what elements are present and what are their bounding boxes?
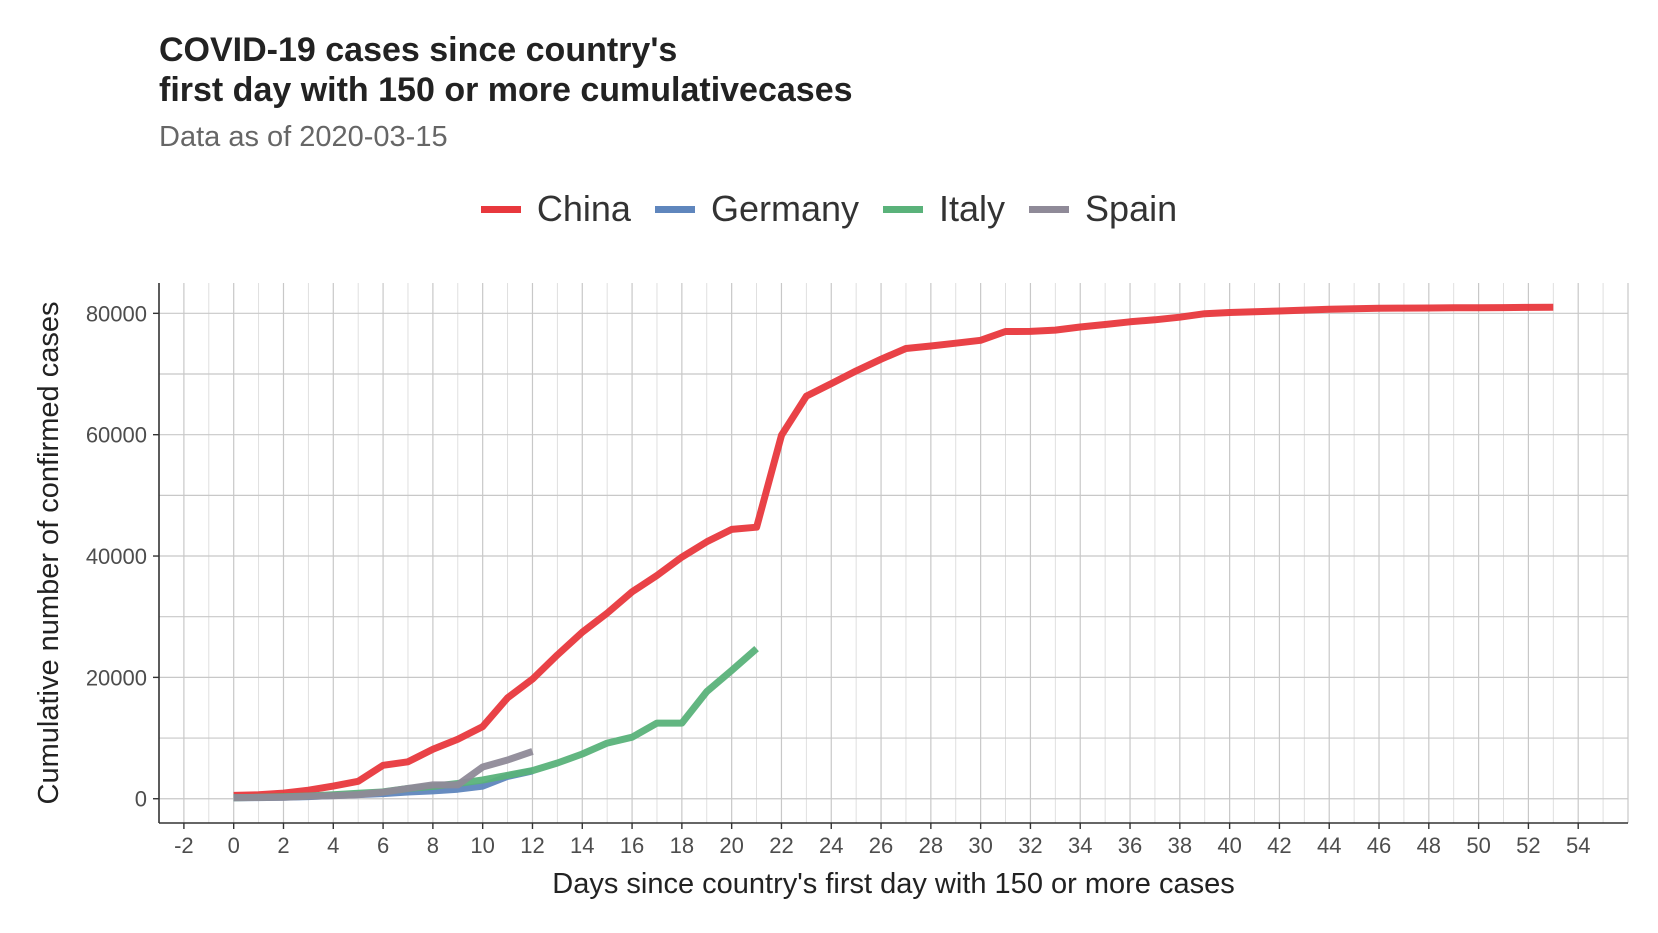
x-tick-label: 8 — [427, 833, 439, 858]
series-line-italy — [233, 645, 759, 802]
y-axis-title: Cumulative number of confirmed cases — [33, 302, 65, 805]
x-tick-label: 32 — [1018, 833, 1042, 858]
y-tick-label: 80000 — [86, 301, 147, 326]
x-tick-label: 22 — [769, 833, 793, 858]
series-line-china — [233, 303, 1554, 799]
x-tick-label: 36 — [1118, 833, 1142, 858]
legend-swatch — [480, 205, 521, 213]
y-tick-label: 0 — [135, 787, 147, 812]
x-tick-label: 30 — [968, 833, 992, 858]
x-tick-label: 52 — [1516, 833, 1540, 858]
x-tick-label: 54 — [1566, 833, 1590, 858]
legend-swatch — [654, 205, 695, 213]
x-tick-label: -2 — [174, 833, 194, 858]
series-lines — [233, 303, 1554, 802]
y-tick-label: 60000 — [86, 423, 147, 448]
x-tick-label: 0 — [228, 833, 240, 858]
legend-label: Germany — [710, 188, 859, 229]
chart-legend: China Germany Italy Spain — [0, 188, 1658, 230]
chart-title-line-1: COVID-19 cases since country's — [159, 31, 678, 69]
chart-title: COVID-19 cases since country's first day… — [159, 30, 853, 110]
x-tick-label: 10 — [470, 833, 494, 858]
x-tick-label: 42 — [1267, 833, 1291, 858]
x-tick-label: 38 — [1168, 833, 1192, 858]
x-tick-label: 12 — [520, 833, 544, 858]
y-tick-label: 40000 — [86, 544, 147, 569]
x-tick-label: 44 — [1317, 833, 1341, 858]
legend-item-italy: Italy — [883, 188, 1005, 230]
x-tick-label: 34 — [1068, 833, 1092, 858]
legend-label: China — [536, 188, 631, 229]
legend-item-germany: Germany — [654, 188, 859, 230]
legend-item-spain: Spain — [1029, 188, 1177, 230]
x-tick-label: 20 — [719, 833, 743, 858]
series-line-spain — [233, 748, 534, 802]
x-tick-label: 4 — [327, 833, 339, 858]
x-tick-label: 26 — [869, 833, 893, 858]
grid-lines — [158, 283, 1629, 823]
axes: -2 0 2 4 6 8 10 12 14 16 18 20 22 24 26 28 30 32 34 36 38 40 4… — [86, 283, 1628, 858]
x-tick-label: 48 — [1417, 833, 1441, 858]
x-tick-label: 6 — [377, 833, 389, 858]
x-tick-label: 24 — [819, 833, 843, 858]
legend-swatch — [883, 205, 923, 213]
legend-label: Italy — [939, 188, 1006, 229]
x-tick-label: 28 — [919, 833, 943, 858]
x-tick-label: 40 — [1217, 833, 1241, 858]
legend-item-china: China — [480, 188, 631, 230]
x-tick-label: 50 — [1466, 833, 1490, 858]
legend-label: Spain — [1085, 188, 1178, 229]
x-tick-label: 14 — [570, 833, 594, 858]
y-tick-label: 20000 — [86, 665, 147, 690]
x-axis-title: Days since country's first day with 150 … — [552, 868, 1234, 900]
x-tick-label: 46 — [1367, 833, 1391, 858]
chart-title-line-2: first day with 150 or more cumulativecas… — [159, 71, 853, 109]
chart-subtitle: Data as of 2020-03-15 — [159, 121, 448, 153]
legend-swatch — [1029, 205, 1070, 213]
x-tick-label: 16 — [620, 833, 644, 858]
x-tick-label: 2 — [277, 833, 289, 858]
x-tick-label: 18 — [670, 833, 694, 858]
